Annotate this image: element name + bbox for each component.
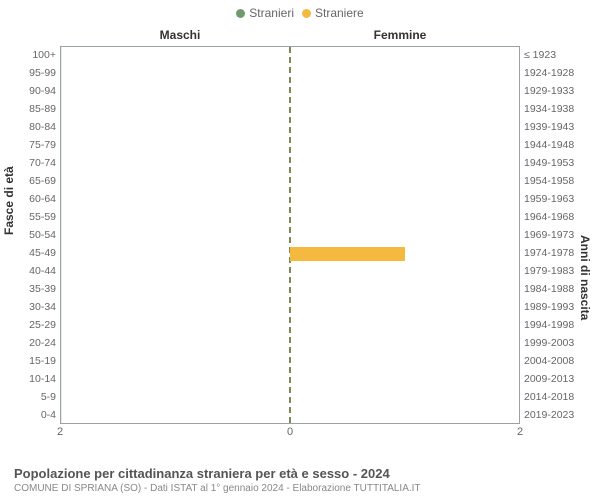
y-tick-age: 70-74 — [0, 154, 56, 172]
y-tick-age: 10-14 — [0, 370, 56, 388]
y-tick-birth: 1969-1973 — [524, 226, 596, 244]
y-tick-age: 30-34 — [0, 298, 56, 316]
y-tick-birth: 2004-2008 — [524, 352, 596, 370]
pyramid-row — [61, 335, 519, 353]
y-tick-birth: 1979-1983 — [524, 262, 596, 280]
y-tick-age: 45-49 — [0, 244, 56, 262]
y-tick-birth: 1959-1963 — [524, 190, 596, 208]
y-tick-age: 50-54 — [0, 226, 56, 244]
column-headers: Maschi Femmine — [0, 28, 600, 44]
pyramid-row — [61, 389, 519, 407]
pyramid-row — [61, 299, 519, 317]
pyramid-row — [61, 119, 519, 137]
pyramid-row — [61, 137, 519, 155]
x-tick-labels: 2 0 2 — [60, 426, 520, 442]
y-tick-age: 60-64 — [0, 190, 56, 208]
y-tick-birth: 2019-2023 — [524, 406, 596, 424]
chart-footer: Popolazione per cittadinanza straniera p… — [14, 466, 590, 494]
y-tick-birth: 1924-1928 — [524, 64, 596, 82]
y-tick-birth: 1974-1978 — [524, 244, 596, 262]
pyramid-row — [61, 317, 519, 335]
y-tick-birth: 1984-1988 — [524, 280, 596, 298]
chart-container: Stranieri Straniere Maschi Femmine Fasce… — [0, 0, 600, 500]
y-tick-age: 20-24 — [0, 334, 56, 352]
x-tick: 0 — [287, 426, 293, 438]
y-tick-labels-age: 100+95-9990-9485-8980-8475-7970-7465-696… — [0, 46, 56, 424]
y-tick-birth: ≤ 1923 — [524, 46, 596, 64]
y-tick-age: 40-44 — [0, 262, 56, 280]
pyramid-row — [61, 263, 519, 281]
y-tick-age: 65-69 — [0, 172, 56, 190]
y-tick-birth: 1999-2003 — [524, 334, 596, 352]
y-tick-age: 80-84 — [0, 118, 56, 136]
y-tick-age: 5-9 — [0, 388, 56, 406]
legend-label-female: Straniere — [315, 6, 364, 20]
pyramid-row — [61, 245, 519, 263]
pyramid-row — [61, 371, 519, 389]
header-female: Femmine — [300, 28, 500, 42]
y-tick-birth: 1989-1993 — [524, 298, 596, 316]
chart-subtitle: COMUNE DI SPRIANA (SO) - Dati ISTAT al 1… — [14, 483, 590, 494]
pyramid-row — [61, 407, 519, 424]
header-male: Maschi — [80, 28, 280, 42]
y-tick-birth: 2009-2013 — [524, 370, 596, 388]
x-tick: 2 — [57, 426, 63, 438]
y-tick-birth: 1934-1938 — [524, 100, 596, 118]
pyramid-row — [61, 173, 519, 191]
y-tick-age: 100+ — [0, 46, 56, 64]
y-tick-age: 95-99 — [0, 64, 56, 82]
legend-label-male: Stranieri — [249, 6, 294, 20]
x-tick: 2 — [517, 426, 523, 438]
pyramid-row — [61, 227, 519, 245]
y-tick-age: 75-79 — [0, 136, 56, 154]
legend-item-female: Straniere — [302, 6, 364, 20]
y-tick-age: 15-19 — [0, 352, 56, 370]
gridline — [519, 47, 520, 423]
y-tick-age: 35-39 — [0, 280, 56, 298]
y-tick-age: 90-94 — [0, 82, 56, 100]
pyramid-row — [61, 101, 519, 119]
pyramid-row — [61, 191, 519, 209]
plot-area — [60, 46, 520, 424]
chart-title: Popolazione per cittadinanza straniera p… — [14, 466, 590, 481]
y-tick-age: 55-59 — [0, 208, 56, 226]
pyramid-row — [61, 65, 519, 83]
y-tick-birth: 2014-2018 — [524, 388, 596, 406]
legend-item-male: Stranieri — [236, 6, 294, 20]
bar-female — [290, 247, 405, 261]
pyramid-row — [61, 47, 519, 65]
y-tick-birth: 1944-1948 — [524, 136, 596, 154]
legend: Stranieri Straniere — [0, 6, 600, 20]
y-tick-labels-birth: ≤ 19231924-19281929-19331934-19381939-19… — [524, 46, 596, 424]
pyramid-row — [61, 353, 519, 371]
y-tick-birth: 1929-1933 — [524, 82, 596, 100]
y-tick-birth: 1964-1968 — [524, 208, 596, 226]
y-tick-birth: 1949-1953 — [524, 154, 596, 172]
pyramid-row — [61, 83, 519, 101]
y-tick-birth: 1954-1958 — [524, 172, 596, 190]
y-tick-birth: 1994-1998 — [524, 316, 596, 334]
y-tick-age: 85-89 — [0, 100, 56, 118]
legend-swatch-female — [302, 9, 311, 18]
y-tick-age: 25-29 — [0, 316, 56, 334]
pyramid-row — [61, 281, 519, 299]
pyramid-row — [61, 209, 519, 227]
pyramid-row — [61, 155, 519, 173]
y-tick-birth: 1939-1943 — [524, 118, 596, 136]
y-tick-age: 0-4 — [0, 406, 56, 424]
legend-swatch-male — [236, 9, 245, 18]
